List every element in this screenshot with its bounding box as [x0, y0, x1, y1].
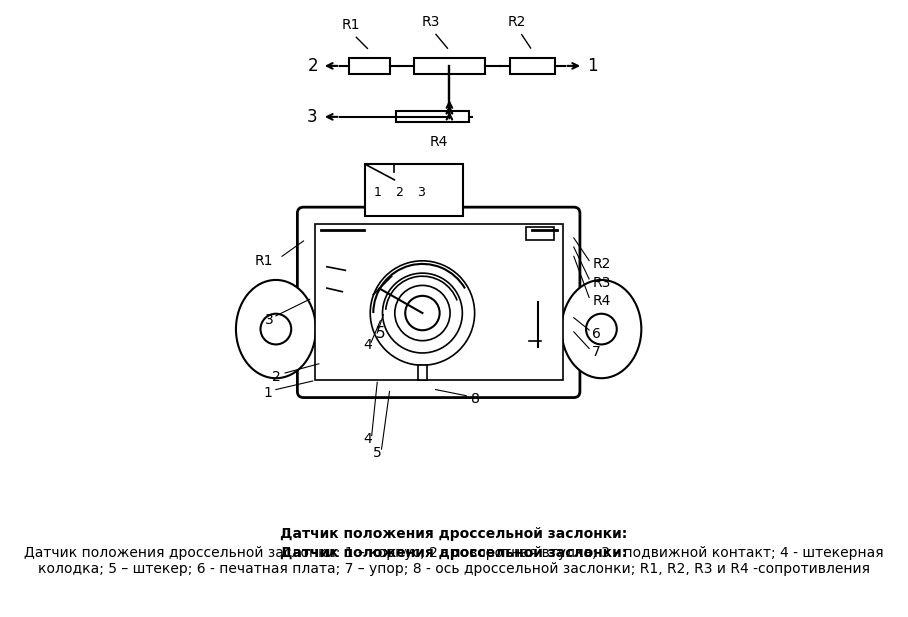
Text: 2: 2: [308, 57, 318, 75]
Bar: [526, 228, 554, 240]
Text: 2: 2: [271, 370, 281, 384]
Text: 6: 6: [592, 326, 601, 341]
Text: 1: 1: [263, 386, 272, 400]
Text: 4: 4: [363, 338, 372, 352]
Text: 8: 8: [470, 392, 479, 406]
Circle shape: [261, 313, 291, 344]
Text: 5: 5: [376, 326, 385, 341]
Bar: [418, 365, 428, 380]
Text: R3: R3: [422, 15, 440, 29]
Text: R4: R4: [592, 294, 610, 308]
Text: 4: 4: [363, 433, 372, 446]
Text: Датчик положения дроссельной заслонки:: Датчик положения дроссельной заслонки:: [281, 546, 627, 560]
Ellipse shape: [561, 280, 641, 378]
Text: Датчик положения дроссельной заслонки:: Датчик положения дроссельной заслонки:: [281, 526, 627, 540]
Text: 2: 2: [395, 186, 402, 199]
Circle shape: [586, 313, 617, 344]
Bar: [396, 111, 469, 122]
Text: R2: R2: [508, 15, 526, 29]
Text: R2: R2: [592, 257, 610, 271]
Text: R3: R3: [592, 276, 610, 290]
Text: 1: 1: [373, 186, 381, 199]
Text: Датчик положения дроссельной заслонки: 1 – корпус; 2 - поворотная втулка; 3 - по: Датчик положения дроссельной заслонки: 1…: [25, 546, 883, 576]
Text: 3: 3: [306, 108, 317, 126]
Text: 7: 7: [592, 345, 601, 359]
Bar: [509, 58, 555, 73]
Ellipse shape: [236, 280, 316, 378]
Text: 5: 5: [373, 446, 381, 460]
Text: R4: R4: [429, 135, 448, 149]
FancyBboxPatch shape: [298, 207, 580, 397]
Text: R1: R1: [342, 18, 360, 32]
Circle shape: [405, 296, 439, 330]
Bar: [314, 225, 563, 380]
Text: 3: 3: [418, 186, 425, 199]
Text: 1: 1: [587, 57, 597, 75]
Bar: [349, 58, 390, 73]
Text: 3: 3: [265, 313, 274, 326]
Bar: [414, 58, 485, 73]
Bar: [365, 164, 463, 217]
Text: R1: R1: [254, 254, 272, 268]
